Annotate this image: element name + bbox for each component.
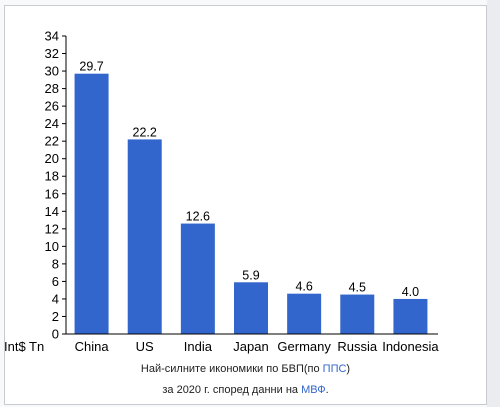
category-label: China	[75, 339, 110, 354]
data-label: 22.2	[133, 125, 157, 139]
category-label: Indonesia	[382, 339, 439, 354]
y-tick-label: 22	[45, 134, 59, 149]
y-tick-label: 4	[52, 291, 59, 306]
ppp-link[interactable]: ППС	[322, 363, 347, 375]
y-tick-label: 10	[45, 239, 59, 254]
category-labels: China US India Japan Germany Russia Indonesia	[75, 339, 440, 354]
y-tick-label: 8	[52, 256, 59, 271]
data-label: 4.6	[295, 280, 312, 294]
category-label: Russia	[337, 339, 378, 354]
bar-russia	[340, 294, 375, 334]
y-tick-label: 24	[45, 116, 59, 131]
imf-link[interactable]: МВФ	[301, 384, 326, 396]
bar-japan	[234, 282, 268, 334]
y-tick-label: 16	[45, 186, 59, 201]
y-axis-unit-label: Int$ Tn	[4, 339, 44, 354]
y-tick-label: 6	[52, 274, 59, 289]
category-label: Germany	[277, 339, 331, 354]
bar-germany	[287, 293, 322, 334]
bar-india	[180, 223, 215, 334]
y-tick-label: 26	[45, 99, 59, 114]
category-label: Japan	[233, 339, 268, 354]
y-tick-label: 14	[45, 204, 59, 219]
data-label: 4.0	[402, 285, 419, 299]
caption-line-2-suffix: .	[325, 384, 329, 396]
bar-us	[127, 139, 162, 334]
y-tick-label: 18	[45, 169, 59, 184]
caption-line-2: за 2020 г. според данни на МВФ.	[4, 384, 487, 396]
y-tick-label: 28	[45, 81, 59, 96]
bar-indonesia	[393, 298, 428, 334]
data-label: 29.7	[79, 60, 103, 74]
bar-china	[74, 73, 109, 334]
y-tick-label: 34	[45, 29, 59, 44]
right-margin-strip	[487, 0, 500, 407]
y-tick-label: 20	[45, 151, 59, 166]
caption-line-1-prefix: Най-силните икономики по БВП(по	[140, 363, 323, 375]
caption-line-1-suffix: )	[346, 363, 351, 375]
y-tick-label: 30	[45, 64, 59, 79]
caption-line-2-prefix: за 2020 г. според данни на	[162, 384, 302, 396]
bars: 29.7 22.2 12.6 5.9 4.6 4.5 4.0	[74, 60, 428, 334]
y-tick-label: 32	[45, 46, 59, 61]
data-label: 5.9	[242, 268, 259, 282]
y-tick-label: 12	[45, 221, 59, 236]
caption-line-1: Най-силните икономики по БВП(по ППС)	[4, 363, 487, 375]
data-label: 12.6	[186, 210, 210, 224]
data-label: 4.5	[349, 281, 366, 295]
category-label: US	[136, 339, 154, 354]
y-tick-label: 0	[52, 327, 59, 342]
category-label: India	[184, 339, 213, 354]
y-tick-label: 2	[52, 309, 59, 324]
